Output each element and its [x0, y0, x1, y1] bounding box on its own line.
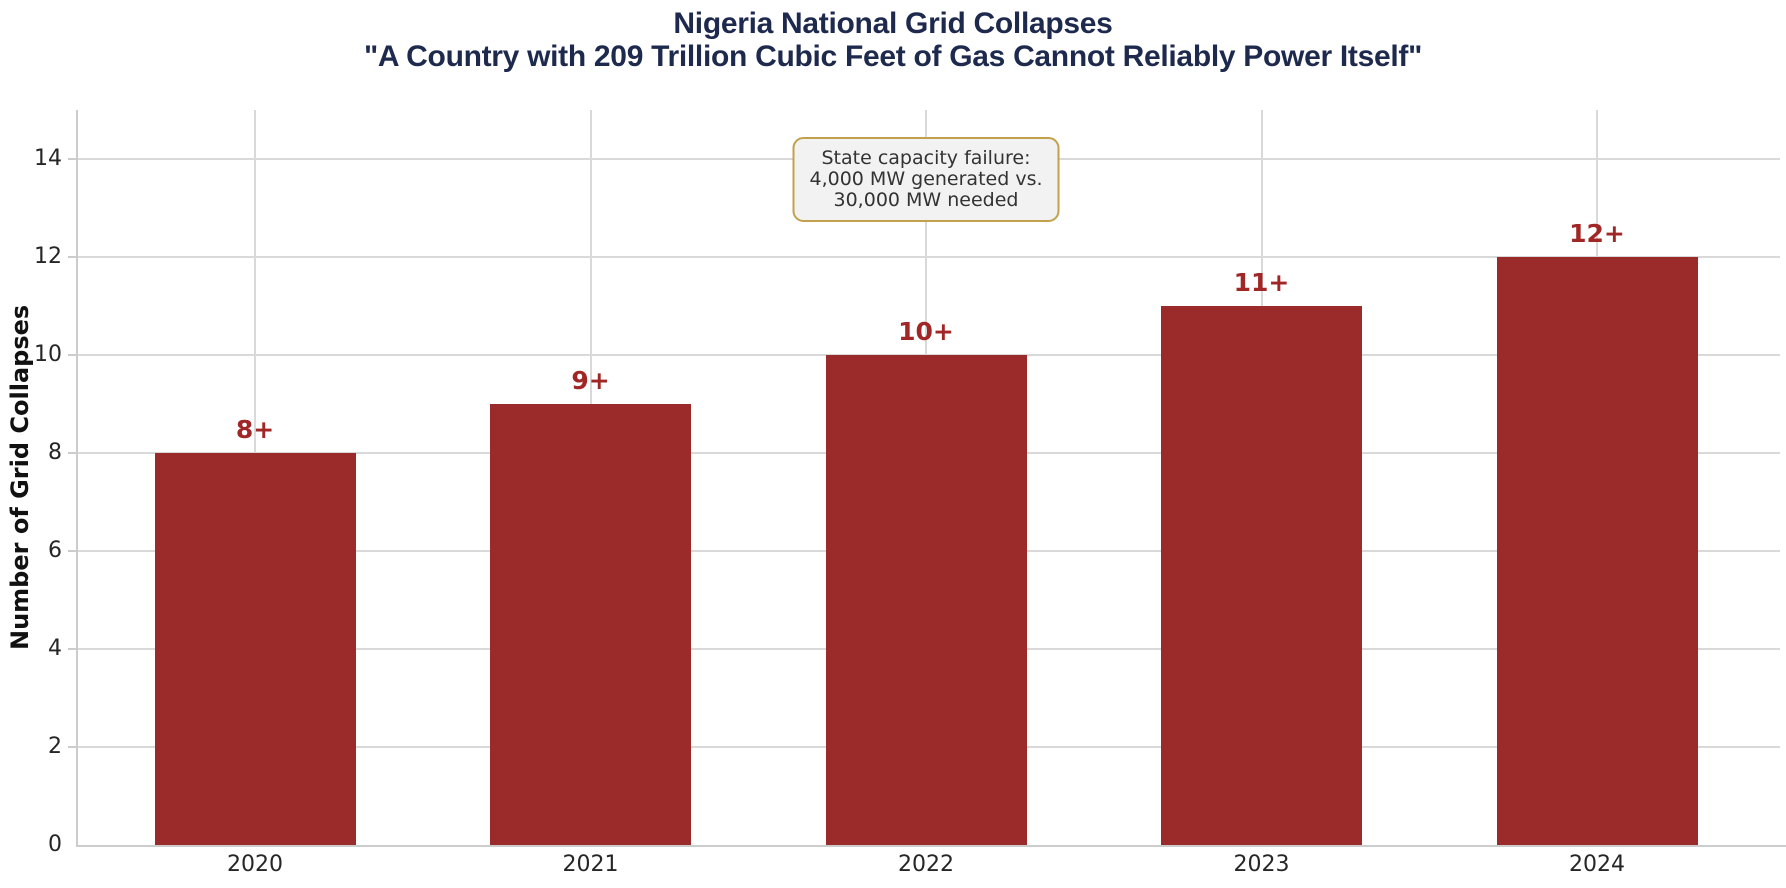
y-gridline [78, 256, 1780, 258]
y-tick-label: 6 [48, 538, 62, 563]
y-tick-mark [68, 354, 78, 356]
x-axis-spine [76, 845, 1786, 847]
bar-2021 [490, 404, 691, 845]
x-tick-label-2022: 2022 [898, 852, 954, 877]
chart-subtitle: "A Country with 209 Trillion Cubic Feet … [363, 40, 1423, 73]
x-tick-label-2020: 2020 [227, 852, 283, 877]
bar-value-label-2020: 8+ [235, 415, 275, 444]
y-tick-mark [68, 256, 78, 258]
bar-2022 [825, 355, 1027, 845]
y-tick-mark [68, 746, 78, 748]
y-tick-label: 12 [34, 244, 62, 269]
annotation-box: State capacity failure: 4,000 MW generat… [792, 137, 1060, 222]
chart-header: Nigeria National Grid Collapses "A Count… [0, 7, 1786, 73]
annotation-line-3: 30,000 MW needed [833, 189, 1019, 211]
y-axis-label: Number of Grid Collapses [6, 304, 34, 651]
bar-value-label-2024: 12+ [1569, 219, 1625, 248]
y-tick-label: 0 [48, 832, 62, 857]
x-tick-label-2021: 2021 [562, 852, 619, 877]
y-tick-label: 10 [34, 342, 62, 367]
y-tick-label: 8 [48, 440, 62, 465]
annotation-line-2: 4,000 MW generated vs. [809, 168, 1043, 190]
bar-value-label-2023: 11+ [1233, 268, 1290, 297]
y-tick-mark [68, 550, 78, 552]
bar-value-label-2022: 10+ [898, 317, 954, 346]
bar-value-label-2021: 9+ [571, 366, 610, 395]
y-tick-mark [68, 452, 78, 454]
y-tick-mark [68, 158, 78, 160]
bar-2020 [154, 453, 356, 845]
bar-2024 [1496, 257, 1698, 845]
bar-2023 [1161, 306, 1362, 845]
x-tick-label-2024: 2024 [1569, 852, 1625, 877]
chart-title: Nigeria National Grid Collapses [673, 7, 1113, 40]
y-tick-label: 4 [48, 636, 62, 661]
y-axis-spine [76, 110, 78, 847]
x-tick-label-2023: 2023 [1233, 852, 1290, 877]
y-tick-mark [68, 648, 78, 650]
annotation-line-1: State capacity failure: [821, 147, 1031, 169]
y-tick-label: 14 [34, 146, 62, 171]
y-tick-label: 2 [48, 734, 62, 759]
